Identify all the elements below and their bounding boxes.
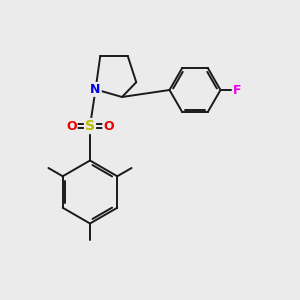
Text: F: F xyxy=(233,83,241,97)
Text: N: N xyxy=(90,83,101,96)
Text: S: S xyxy=(85,119,95,133)
Text: O: O xyxy=(103,119,114,133)
Text: O: O xyxy=(66,119,77,133)
